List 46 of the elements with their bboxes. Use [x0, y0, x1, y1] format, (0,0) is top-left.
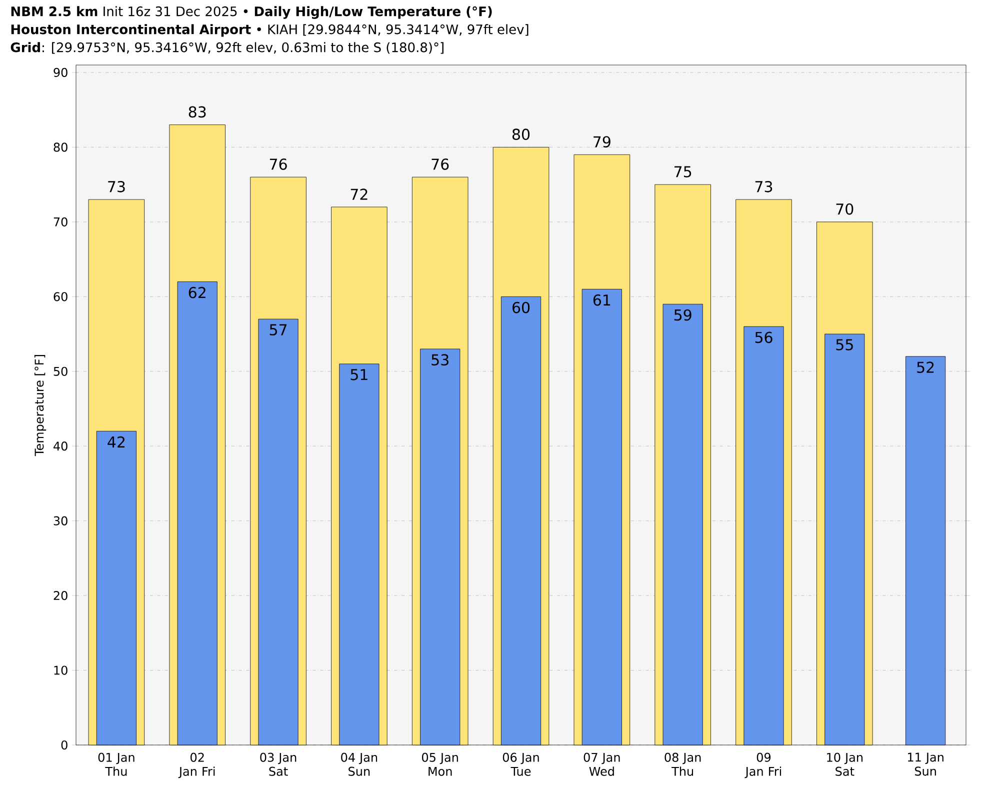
data-label: 51 [350, 369, 368, 380]
data-label: 76 [432, 158, 449, 170]
x-tick-label: 01 Jan Thu [98, 752, 134, 776]
data-label: 72 [350, 188, 368, 200]
chart-title: NBM 2.5 km Init 16z 31 Dec 2025 • Daily High/Low Temperature (°F) [11, 6, 492, 19]
y-tick-label: 40 [54, 442, 68, 451]
x-tick-label: 03 Jan Sat [260, 752, 296, 776]
y-tick-label: 20 [54, 591, 68, 600]
y-tick-label: 30 [54, 516, 68, 526]
x-tick-label: 07 Jan Wed [584, 752, 620, 776]
y-tick-label: 0 [61, 740, 68, 750]
data-label: 75 [674, 166, 692, 178]
data-label: 76 [270, 158, 287, 170]
y-tick-label: 90 [54, 68, 68, 78]
data-label: 42 [108, 436, 124, 448]
x-tick-label: 04 Jan Sun [341, 752, 378, 776]
x-tick-label: 05 Jan Mon [422, 752, 458, 776]
data-label: 80 [512, 128, 530, 140]
x-tick-label: 10 Jan Sat [827, 752, 863, 776]
y-axis-title: Temperature [°F] [34, 355, 46, 456]
data-label: 55 [836, 339, 853, 350]
y-tick-label: 70 [54, 217, 68, 226]
y-tick-label: 60 [54, 292, 68, 302]
y-tick-label: 80 [54, 142, 68, 152]
data-label: 56 [755, 332, 772, 344]
x-tick-label: 09 Jan Fri [744, 752, 782, 778]
y-tick-label: 50 [54, 366, 68, 376]
data-label: 52 [917, 362, 934, 373]
data-label: 53 [432, 354, 448, 366]
data-label: 61 [593, 294, 610, 306]
data-label: 60 [512, 302, 530, 314]
x-tick-label: 06 Jan Tue [502, 752, 539, 776]
data-label: 62 [188, 286, 206, 298]
data-label: 70 [836, 203, 854, 215]
text: Grid: [29.9753°N, 95.3416°W, 92ft elev, 0.63mi to the S (180.8)°] [10, 42, 444, 54]
x-tick-label: 11 Jan Sun [908, 752, 944, 776]
data-label: 59 [674, 309, 692, 321]
data-label: 57 [270, 324, 287, 336]
data-label: 79 [594, 136, 610, 148]
x-tick-label: 08 Jan Thu [664, 752, 701, 776]
data-label: 73 [108, 180, 125, 192]
y-tick-label: 10 [54, 666, 68, 675]
data-label: 73 [755, 180, 772, 192]
chart-subtitle: Houston Intercontinental Airport • KIAH [29.9844°N, 95.3414°W, 97ft elev] [11, 24, 528, 37]
x-tick-label: 02 Jan Fri [178, 752, 215, 778]
data-label: 83 [188, 106, 206, 118]
